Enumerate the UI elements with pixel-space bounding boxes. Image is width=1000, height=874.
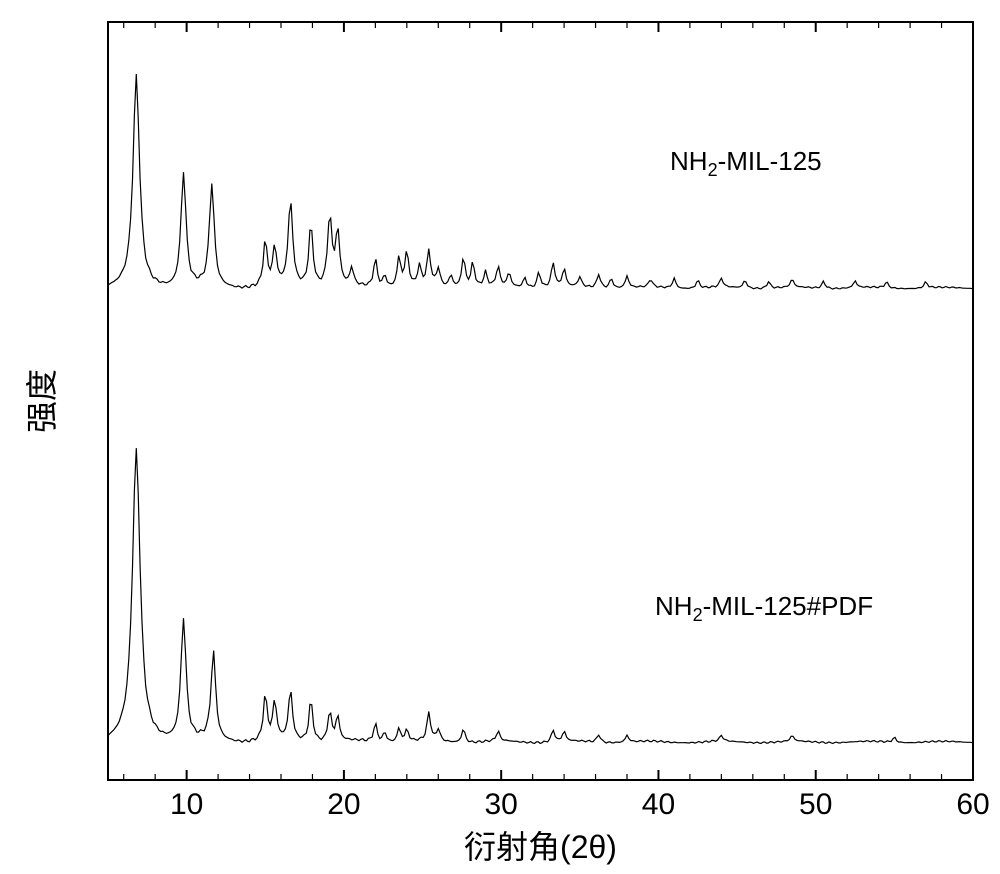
chart-svg: 10 20 30 40 50 60 衍射角(2θ) 强度 NH2-MIL-125 NH2-MIL-… [0,0,1000,874]
x-tick-label: 60 [956,788,989,821]
series-label-1: NH2-MIL-125#PDF [655,591,873,625]
xrd-chart: 10 20 30 40 50 60 衍射角(2θ) 强度 NH2-MIL-125 NH2-MIL-… [0,0,1000,874]
x-tick-label: 50 [799,788,832,821]
x-axis-label: 衍射角(2θ) [464,829,617,865]
xrd-pattern-0 [108,74,972,289]
x-tick-label: 30 [484,788,517,821]
y-axis-label: 强度 [24,369,60,433]
x-tick-label: 40 [642,788,675,821]
series-label-0: NH2-MIL-125 [670,146,822,180]
x-tick-label: 10 [170,788,203,821]
x-tick-label: 20 [327,788,360,821]
